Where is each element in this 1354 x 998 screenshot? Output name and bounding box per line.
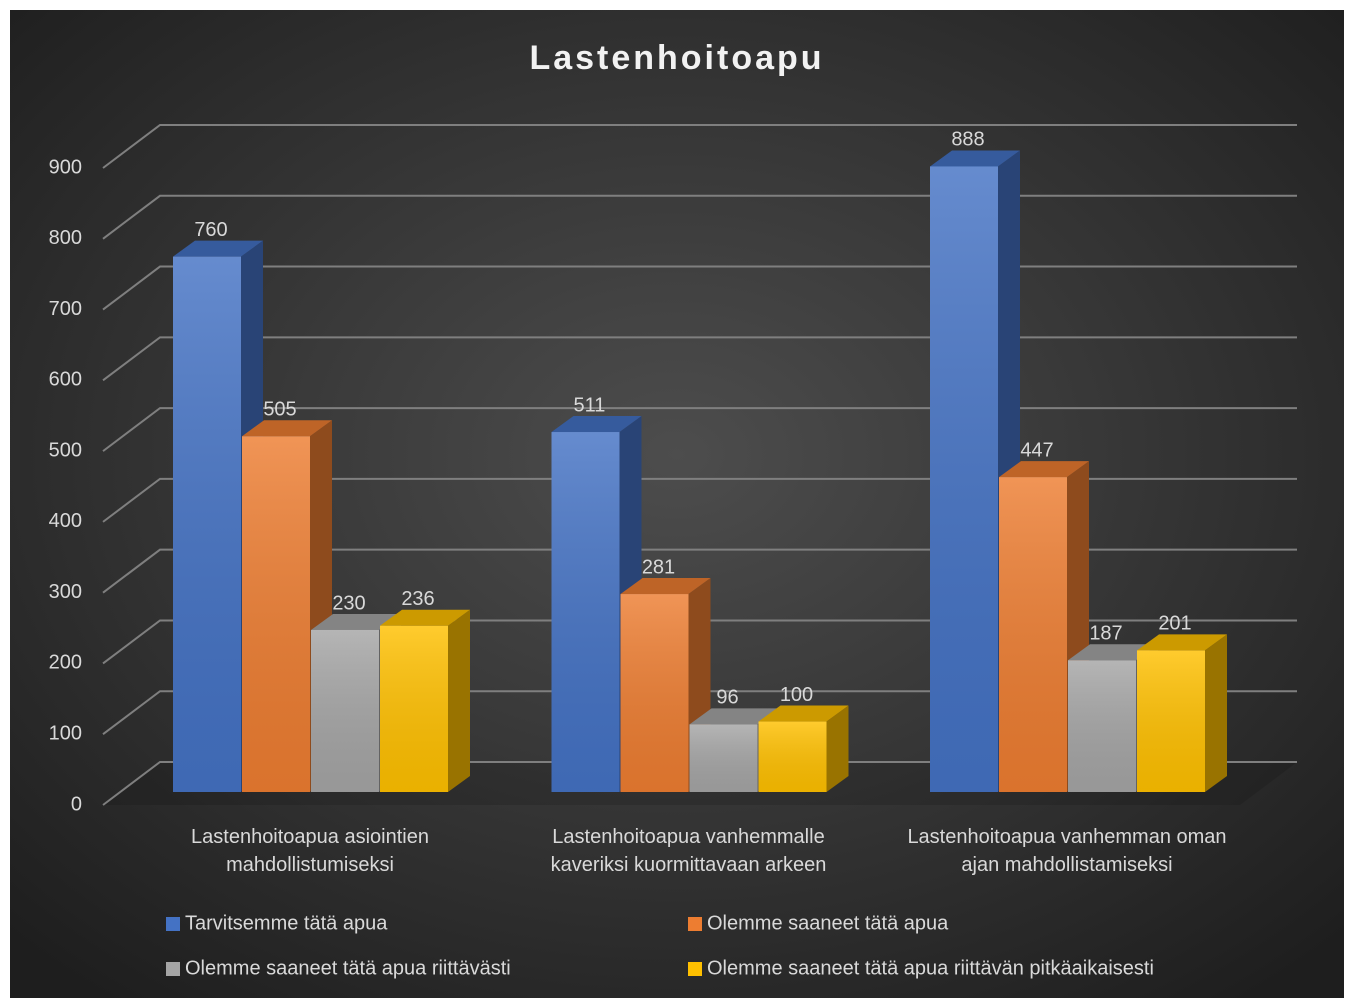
bar-top xyxy=(311,613,401,630)
y-tick-label: 500 xyxy=(49,439,82,461)
x-tick-label: Lastenhoitoapua vanhemmalle kaveriksi ku… xyxy=(550,826,827,876)
bar-shine xyxy=(311,629,379,792)
x-tick-label: Lastenhoitoapua asiointien mahdollistumi… xyxy=(191,826,429,876)
legend-label: Olemme saaneet tätä apua riittävästi xyxy=(185,957,511,979)
y-tick-label: 700 xyxy=(49,298,82,320)
grid-line xyxy=(102,336,1297,382)
y-tick-label: 900 xyxy=(49,156,82,178)
data-label: 760 xyxy=(194,219,227,241)
y-tick-label: 100 xyxy=(49,723,82,745)
y-tick-label: 600 xyxy=(49,369,82,391)
legend-label: Olemme saaneet tätä apua xyxy=(707,912,949,934)
bar-shine xyxy=(999,477,1067,792)
bar-top xyxy=(999,461,1089,478)
bar-shine xyxy=(551,432,620,792)
grid-line xyxy=(102,194,1297,240)
legend-swatch xyxy=(688,917,702,931)
x-tick-label: Lastenhoitoapua vanhemman oman ajan mahd… xyxy=(907,826,1227,876)
data-label: 236 xyxy=(401,588,434,610)
bar-top xyxy=(551,416,642,433)
legend-label: Tarvitsemme tätä apua xyxy=(185,912,388,934)
legend-label: Olemme saaneet tätä apua riittävän pitkä… xyxy=(707,957,1154,979)
data-label: 201 xyxy=(1158,613,1191,635)
bar-top xyxy=(689,708,780,725)
y-tick-label: 300 xyxy=(49,581,82,603)
bar-top xyxy=(380,609,470,626)
bar-top xyxy=(1068,644,1158,661)
bar-shine xyxy=(758,721,827,792)
bar-shine xyxy=(1137,650,1205,792)
y-tick-label: 200 xyxy=(49,652,82,674)
bar-side xyxy=(448,609,470,792)
bar-side xyxy=(826,705,849,792)
grid-line xyxy=(102,619,1297,665)
grid-line xyxy=(102,407,1297,452)
legend-swatch xyxy=(166,917,180,931)
data-label: 447 xyxy=(1020,439,1053,461)
bar-shine xyxy=(930,166,998,792)
data-label: 505 xyxy=(263,399,296,421)
bar-top xyxy=(758,705,849,722)
bar-side xyxy=(1205,634,1227,792)
grid-line xyxy=(102,265,1297,311)
bar-top xyxy=(930,150,1020,167)
grid-line xyxy=(102,761,1297,806)
grid-line xyxy=(102,477,1297,523)
grid-line xyxy=(102,548,1297,594)
data-label: 230 xyxy=(332,592,365,614)
legend-swatch xyxy=(166,962,180,976)
y-tick-label: 800 xyxy=(49,227,82,249)
grid-line xyxy=(102,124,1297,169)
chart-title: Lastenhoitoapu xyxy=(529,39,824,77)
bar-shine xyxy=(689,724,758,792)
bar-shine xyxy=(173,256,241,793)
bar-top xyxy=(173,240,263,257)
data-label: 281 xyxy=(642,556,675,578)
data-label: 96 xyxy=(716,687,738,709)
bar-top xyxy=(242,420,332,437)
data-label: 100 xyxy=(780,684,813,706)
bar-shine xyxy=(242,436,310,792)
bar-shine xyxy=(1068,660,1136,792)
y-tick-label: 0 xyxy=(71,793,82,815)
bar-shine xyxy=(620,594,689,792)
bar-top xyxy=(1137,634,1227,651)
bar-top xyxy=(620,578,711,595)
y-tick-label: 400 xyxy=(49,510,82,532)
grid-line xyxy=(102,690,1297,736)
data-label: 187 xyxy=(1089,623,1122,645)
data-label: 888 xyxy=(951,129,984,151)
bar-shine xyxy=(380,625,448,792)
data-label: 511 xyxy=(574,394,606,416)
legend-swatch xyxy=(688,962,702,976)
